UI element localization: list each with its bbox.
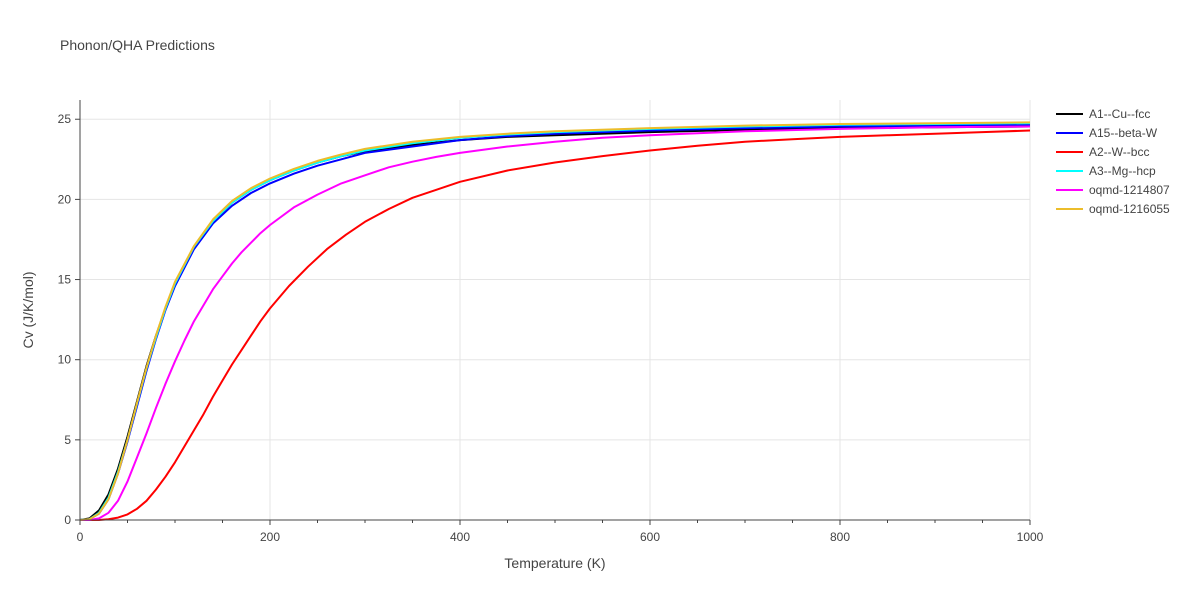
axes: 0 200 400 600 800 1000 0 5 10 15 20 25 — [58, 100, 1044, 544]
x-tick-label: 1000 — [1017, 530, 1044, 544]
x-tick-label: 200 — [260, 530, 280, 544]
y-tick-label: 0 — [64, 513, 71, 527]
series-line-oqmd-1216055 — [79, 121, 1031, 521]
legend-label: oqmd-1214807 — [1089, 183, 1170, 197]
grid — [80, 100, 1031, 520]
y-axis-title: Cv (J/K/mol) — [20, 272, 36, 349]
x-tick-label: 600 — [640, 530, 660, 544]
y-tick-label: 20 — [58, 192, 72, 206]
y-tick-label: 25 — [58, 112, 72, 126]
series-line-A3--Mg--hcp — [79, 122, 1031, 521]
series-line-oqmd-1214807 — [80, 125, 1031, 521]
legend-label: A3--Mg--hcp — [1089, 164, 1156, 178]
series-line-A2--W--bcc — [80, 129, 1031, 521]
y-tick-label: 15 — [58, 273, 72, 287]
series-line-A15--beta-W — [79, 123, 1031, 521]
series-line-A1--Cu--fcc — [79, 125, 1031, 521]
x-tick-label: 800 — [830, 530, 850, 544]
x-tick-label: 0 — [77, 530, 84, 544]
chart-title: Phonon/QHA Predictions — [60, 37, 215, 53]
y-tick-label: 5 — [64, 433, 71, 447]
y-tick-label: 10 — [58, 353, 72, 367]
legend-label: A15--beta-W — [1089, 126, 1158, 140]
plot-area — [79, 121, 1031, 521]
legend[interactable]: A1--Cu--fcc A15--beta-W A2--W--bcc A3--Mg--… — [1056, 107, 1170, 216]
x-tick-label: 400 — [450, 530, 470, 544]
legend-label: A1--Cu--fcc — [1089, 107, 1150, 121]
legend-label: A2--W--bcc — [1089, 145, 1149, 159]
x-axis-title: Temperature (K) — [504, 555, 605, 571]
legend-label: oqmd-1216055 — [1089, 202, 1170, 216]
